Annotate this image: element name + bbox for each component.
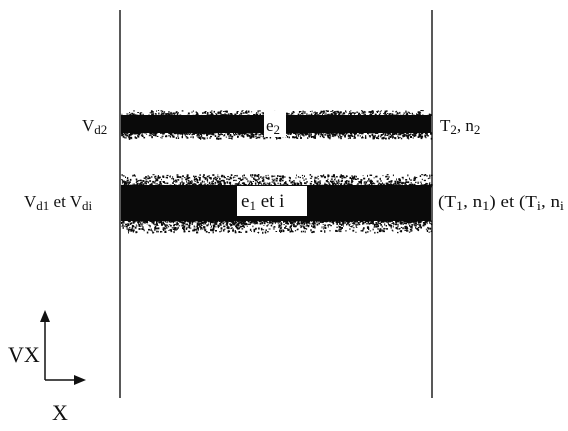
- band-1-label: e1 et i: [241, 191, 284, 213]
- band-2-label: e2: [266, 116, 280, 137]
- left-label-vd2: Vd2: [82, 116, 107, 137]
- vertical-axis-label: VX: [8, 342, 40, 367]
- horizontal-axis-label: X: [52, 400, 68, 425]
- right-label-t2-n2: T2, n2: [440, 116, 480, 137]
- vertical-axis-arrowhead: [40, 310, 50, 322]
- band-2-label-box: [264, 111, 286, 137]
- band-1-label-box: [237, 186, 307, 216]
- left-label-vd1-vdi: Vd1 et Vdi: [24, 192, 93, 213]
- horizontal-axis-arrowhead: [74, 375, 86, 385]
